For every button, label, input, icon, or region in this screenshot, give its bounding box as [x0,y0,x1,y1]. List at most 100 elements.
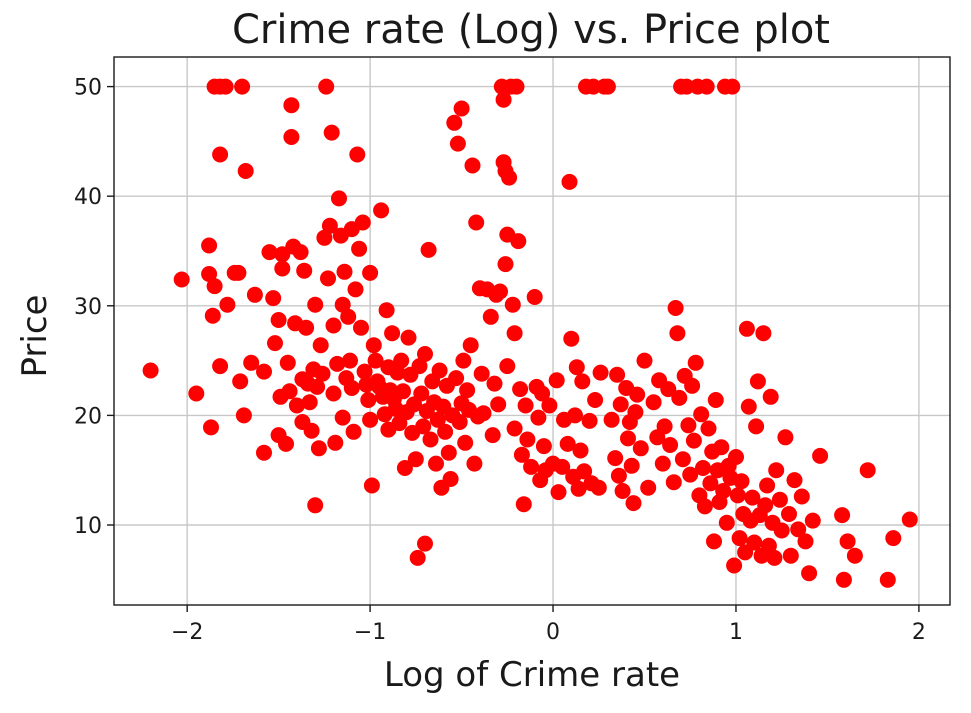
data-point [879,571,896,588]
data-point [325,317,342,334]
data-point [587,392,604,408]
data-point [645,394,662,411]
data-point [318,78,335,95]
data-point [365,337,382,354]
data-point [448,370,465,387]
data-point [267,335,283,352]
data-point [256,363,272,380]
data-point [541,397,558,414]
data-point [707,392,724,408]
data-point [768,462,785,479]
data-point [468,214,485,231]
data-point [706,533,722,550]
data-point [680,417,697,434]
data-point [729,487,746,504]
data-point [574,373,591,390]
data-point [331,190,347,207]
plot-area-frame [113,56,951,606]
data-point [261,244,278,261]
data-point [786,472,803,489]
data-point [757,497,774,514]
data-point [279,354,296,371]
data-point [526,289,543,305]
data-point [451,414,468,430]
data-point [407,451,424,468]
data-point [702,475,719,492]
data-point [797,533,814,550]
data-point [482,308,499,325]
data-point [570,480,587,497]
data-point [726,557,743,574]
data-point [835,571,852,588]
data-point [793,488,810,505]
data-point [614,483,631,499]
data-point [568,359,585,376]
data-point [334,296,351,313]
data-point [354,214,371,231]
data-point [351,240,368,257]
data-point [420,241,437,258]
data-point [417,346,433,362]
data-point [373,202,390,219]
data-point [495,91,512,108]
data-points [142,78,918,588]
data-point [246,286,263,303]
data-point [766,549,783,566]
data-point [885,530,902,547]
data-point [592,364,609,381]
x-tick-label: 0 [546,620,560,645]
y-tick-label: 30 [74,295,102,320]
data-point [731,530,748,547]
y-tick-label: 50 [74,76,102,101]
data-point [610,467,627,484]
data-point [698,78,715,95]
data-point [237,163,254,179]
data-point [777,429,794,446]
data-point [342,352,358,369]
grid-lines [114,57,950,605]
data-point [353,319,369,336]
data-point [415,418,432,435]
data-point [325,385,342,402]
data-point [724,78,741,95]
data-point [669,325,686,342]
data-point [497,256,514,273]
data-point [687,354,704,371]
data-point [431,362,448,379]
y-tick-label: 40 [74,185,102,210]
data-point [901,511,918,528]
data-point [738,320,755,337]
data-point [554,458,571,475]
data-point [749,373,766,390]
data-point [693,406,710,423]
data-point [517,397,534,414]
data-point [656,418,673,435]
data-point [662,437,679,453]
data-point [504,296,521,313]
x-tick-label: −1 [354,620,386,645]
data-point [713,439,730,456]
data-point [321,217,338,234]
data-point [378,302,395,319]
data-point [678,78,695,95]
data-point [839,533,856,550]
data-point [309,378,326,395]
data-point [278,435,294,452]
x-axis-label: Log of Crime rate [384,655,680,695]
data-point [417,535,433,552]
data-point [446,114,463,131]
data-point [508,78,525,95]
data-point [296,262,313,279]
data-point [632,440,649,457]
data-point [636,352,653,369]
x-tick-label: 1 [729,620,743,645]
data-point [455,352,472,369]
data-point [567,407,583,424]
data-point [340,308,357,325]
data-point [506,325,523,342]
data-point [501,169,518,186]
data-point [303,422,320,439]
data-point [535,438,552,455]
data-point [530,409,547,426]
